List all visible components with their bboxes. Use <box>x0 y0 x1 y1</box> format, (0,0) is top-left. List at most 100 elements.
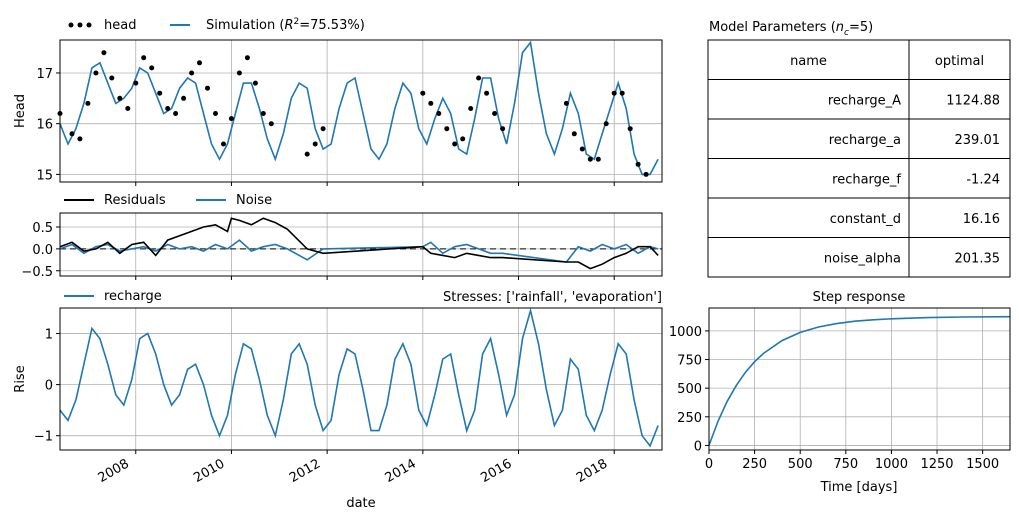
step-response-panel: Step response 0 250 500 750 1000 0 250 500 750 1… <box>669 290 1011 495</box>
noise-line <box>59 239 659 263</box>
date-xtick-label: 2016 <box>478 456 514 486</box>
head-legend-dot <box>86 22 92 28</box>
table-header-name: name <box>790 54 827 69</box>
head-observation-point <box>436 111 442 116</box>
recharge-legend: recharge <box>64 289 162 304</box>
legend-label-noise: Noise <box>236 193 272 208</box>
head-plot-frame <box>59 39 663 183</box>
step-xtick-label: 1250 <box>920 457 953 472</box>
head-observation-point <box>452 141 458 147</box>
recharge-plot-frame <box>59 307 663 451</box>
residuals-line <box>59 217 659 270</box>
date-xlabel: date <box>346 496 375 511</box>
table-cell-optimal: 201.35 <box>955 251 1001 266</box>
head-observation-point <box>428 100 434 106</box>
step-response-series <box>708 315 1011 446</box>
head-observation-point <box>213 111 218 116</box>
head-observation-point <box>133 80 139 86</box>
head-observation-point <box>420 90 426 96</box>
head-y-ticks: 15 16 17 <box>36 67 60 183</box>
table-cell-name: recharge_A <box>828 93 901 108</box>
recharge-ytick-label: 0 <box>45 379 53 394</box>
legend-label-recharge: recharge <box>104 289 162 304</box>
head-observation-point <box>320 126 326 132</box>
table-cell-optimal: 16.16 <box>963 212 1000 227</box>
head-grid <box>60 40 662 182</box>
head-observation-point <box>244 55 250 61</box>
head-observation-point <box>304 151 310 157</box>
recharge-ytick-label: −1 <box>34 430 53 445</box>
step-response-xlabel: Time [days] <box>820 480 898 495</box>
table-cell-name: recharge_f <box>832 172 901 187</box>
head-observation-point <box>627 126 633 132</box>
head-observation-point <box>141 55 147 61</box>
head-observation-point <box>236 70 242 76</box>
step-response-title: Step response <box>813 290 906 305</box>
head-legend-dot <box>68 22 74 28</box>
parameters-table: Model Parameters (nc=5) name optimal recha… <box>707 20 1011 278</box>
head-observation-point <box>165 106 171 111</box>
head-observation-point <box>157 90 163 96</box>
residuals-ytick-label: −0.5 <box>21 265 53 280</box>
head-observation-point <box>181 95 187 101</box>
head-observation-point <box>125 106 131 111</box>
table-header-optimal: optimal <box>935 54 984 69</box>
head-observation-point <box>117 95 123 101</box>
head-observation-point <box>595 156 601 162</box>
head-observation-point <box>205 85 210 91</box>
step-response-grid <box>708 308 1010 450</box>
step-xtick-label: 1000 <box>875 457 908 472</box>
residuals-ytick-label: 0.5 <box>32 221 53 236</box>
residuals-plot-frame <box>59 212 663 277</box>
head-observation-point <box>460 136 466 142</box>
legend-label-head: head <box>104 18 136 33</box>
step-xtick-label: 750 <box>833 457 858 472</box>
head-observation-point <box>563 100 569 106</box>
step-xtick-label: 1500 <box>966 457 999 472</box>
head-observation-point <box>476 75 482 81</box>
step-response-y-ticks: 0 250 500 750 1000 <box>669 325 709 454</box>
head-observation-point <box>221 141 226 147</box>
step-ytick-label: 0 <box>694 439 702 454</box>
step-ytick-label: 1000 <box>669 325 702 340</box>
table-cell-optimal: 239.01 <box>955 133 1001 148</box>
stresses-title: Stresses: ['rainfall', 'evaporation'] <box>443 290 662 305</box>
head-observation-point <box>260 111 266 116</box>
head-observation-point <box>101 50 107 56</box>
legend-label-simulation: Simulation (R2=75.53%) <box>206 17 365 33</box>
residuals-panel: Residuals Noise −0.5 0.0 0.5 <box>21 193 663 280</box>
head-observation-point <box>149 65 155 71</box>
step-response-plot-frame <box>708 307 1011 451</box>
residuals-ytick-label: 0.0 <box>32 243 53 258</box>
date-xtick-label: 2012 <box>287 456 323 486</box>
residuals-legend: Residuals Noise <box>64 193 272 208</box>
head-observation-point <box>619 90 625 96</box>
head-simulation-series <box>59 40 659 176</box>
table-cell-name: noise_alpha <box>824 251 901 266</box>
head-observation-point <box>252 80 258 86</box>
head-observation-point <box>197 60 202 66</box>
head-observation-point <box>268 121 274 127</box>
recharge-y-ticks: −1 0 1 <box>34 328 60 445</box>
head-observation-point <box>468 106 474 111</box>
parameters-grid: name optimal recharge_A 1124.88 recharge_a 23… <box>707 39 1011 278</box>
head-observation-point <box>93 70 99 76</box>
date-xtick-label: 2008 <box>96 456 132 486</box>
date-xtick-label: 2010 <box>191 456 227 486</box>
table-cell-name: recharge_a <box>829 133 901 148</box>
recharge-grid <box>60 308 662 450</box>
head-ytick-label: 17 <box>36 67 53 82</box>
parameters-title: Model Parameters (nc=5) <box>709 20 873 38</box>
head-observation-point <box>587 156 593 162</box>
step-xtick-label: 500 <box>788 457 813 472</box>
date-xtick-label: 2014 <box>383 456 419 486</box>
step-xtick-label: 0 <box>705 457 713 472</box>
head-observation-point <box>173 111 179 116</box>
noise-series <box>59 239 659 263</box>
head-observation-point <box>228 116 234 122</box>
head-observation-point <box>189 70 195 76</box>
legend-label-residuals: Residuals <box>104 193 166 208</box>
head-panel: head Simulation (R2=75.53%) 15 16 17 Head <box>13 17 663 183</box>
table-cell-optimal: 1124.88 <box>946 93 1000 108</box>
head-observation-point <box>603 121 609 127</box>
